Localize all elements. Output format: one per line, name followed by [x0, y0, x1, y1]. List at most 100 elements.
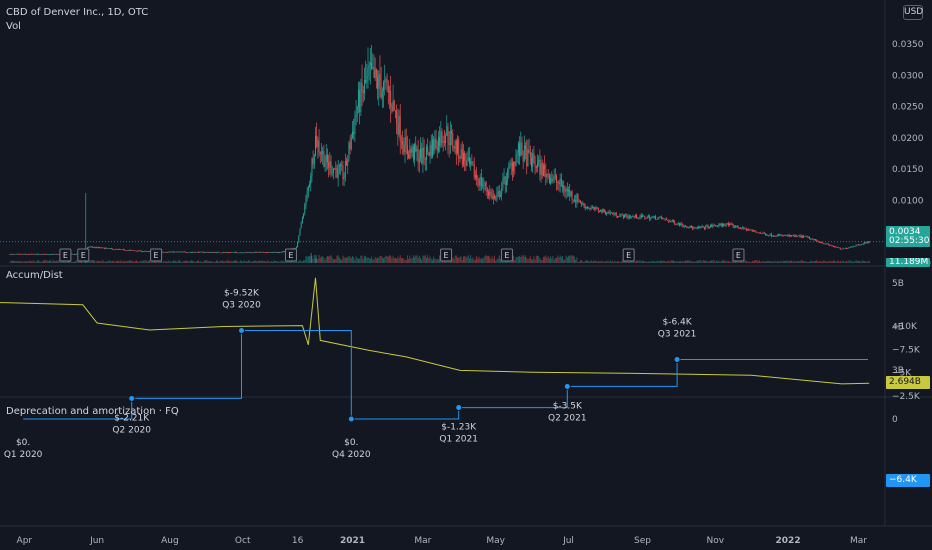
candle-body: [392, 100, 394, 112]
earnings-marker[interactable]: [150, 248, 163, 262]
candle-body: [180, 251, 182, 253]
volume-bar: [244, 261, 246, 263]
volume-bar: [674, 261, 676, 263]
da-point[interactable]: [455, 404, 463, 412]
main-legend: CBD of Denver Inc., 1D, OTC Vol: [6, 6, 148, 34]
volume-bar: [461, 259, 463, 263]
candle-body: [139, 250, 141, 252]
earnings-marker[interactable]: [622, 248, 635, 262]
volume-bar: [640, 261, 642, 263]
candle-body: [369, 62, 371, 66]
candle-body: [331, 172, 333, 174]
candle-body: [852, 246, 853, 248]
candle-body: [732, 224, 734, 228]
candle-body: [248, 252, 250, 253]
volume-bar: [363, 256, 365, 263]
candle-body: [365, 80, 367, 83]
candle-body: [420, 148, 421, 159]
da-point[interactable]: [673, 355, 681, 363]
earnings-marker[interactable]: [440, 248, 453, 262]
candle-body: [352, 131, 353, 138]
volume-bar: [298, 260, 300, 263]
candle-body: [169, 251, 171, 253]
candle-body: [326, 154, 328, 163]
candle-body: [383, 82, 384, 92]
volume-bar: [489, 256, 491, 263]
price-axis-tick: 0.0150: [892, 165, 924, 175]
volume-bar: [787, 261, 789, 263]
volume-bar: [823, 260, 825, 263]
candle-body: [552, 179, 554, 182]
da-point[interactable]: [563, 382, 571, 390]
volume-bar: [29, 260, 31, 263]
volume-bar: [490, 259, 492, 263]
candle-body: [823, 243, 825, 245]
volume-bar: [258, 260, 260, 263]
candle-body: [624, 214, 626, 218]
earnings-marker[interactable]: [500, 248, 513, 262]
candle-body: [527, 149, 529, 167]
volume-bar: [139, 261, 141, 263]
volume-bar: [749, 261, 751, 263]
da-point[interactable]: [347, 415, 355, 423]
candle-body: [144, 251, 146, 252]
volume-bar: [221, 260, 223, 263]
candle-body: [742, 227, 744, 229]
accum-title[interactable]: Accum/Dist: [6, 270, 63, 281]
candle-body: [332, 168, 334, 173]
candle-body: [729, 223, 731, 226]
earnings-marker[interactable]: [284, 248, 297, 262]
volume-bar: [589, 261, 591, 263]
earnings-marker[interactable]: [59, 248, 72, 262]
volume-bar: [25, 261, 26, 263]
da-point[interactable]: [128, 394, 136, 402]
volume-bar: [204, 260, 205, 263]
candle-body: [122, 249, 124, 251]
candle-body: [463, 152, 464, 165]
candle-body: [739, 228, 741, 229]
candle-body: [71, 253, 73, 255]
volume-label[interactable]: Vol: [6, 21, 21, 32]
da-point[interactable]: [238, 326, 246, 334]
volume-bar: [769, 261, 771, 263]
volume-bar: [480, 257, 482, 263]
candle-body: [133, 250, 135, 252]
volume-bar: [587, 260, 589, 263]
volume-bar: [551, 258, 553, 263]
volume-bar: [142, 261, 143, 263]
candle-body: [509, 165, 511, 166]
volume-bar: [424, 255, 426, 263]
candle-body: [587, 207, 589, 209]
candle-body: [316, 135, 318, 147]
candle-body: [393, 100, 395, 111]
candle-body: [353, 131, 355, 135]
candle-body: [583, 203, 585, 206]
volume-bar: [416, 255, 418, 263]
candle-body: [494, 195, 495, 199]
candle-body: [859, 244, 861, 246]
candle-body: [773, 235, 775, 237]
earnings-marker[interactable]: [732, 248, 745, 262]
earnings-marker[interactable]: [77, 248, 90, 262]
candle-body: [146, 251, 148, 252]
volume-bar: [343, 257, 345, 263]
da-title[interactable]: Deprecation and amortization · FQ: [6, 406, 179, 417]
volume-bar: [217, 260, 219, 263]
volume-bar: [57, 261, 59, 263]
volume-bar: [688, 260, 690, 263]
currency-badge[interactable]: USD: [903, 5, 923, 20]
candle-body: [751, 230, 753, 232]
volume-bar: [138, 261, 140, 263]
volume-bar: [311, 255, 313, 263]
candle-body: [107, 248, 109, 249]
volume-bar: [248, 260, 250, 263]
candle-body: [97, 247, 99, 248]
candle-body: [106, 248, 108, 249]
volume-bar: [15, 260, 17, 263]
candle-body: [34, 254, 36, 255]
volume-bar: [69, 260, 71, 263]
volume-bar: [297, 261, 299, 263]
symbol-title[interactable]: CBD of Denver Inc., 1D, OTC: [6, 7, 149, 18]
candle-body: [266, 252, 268, 254]
